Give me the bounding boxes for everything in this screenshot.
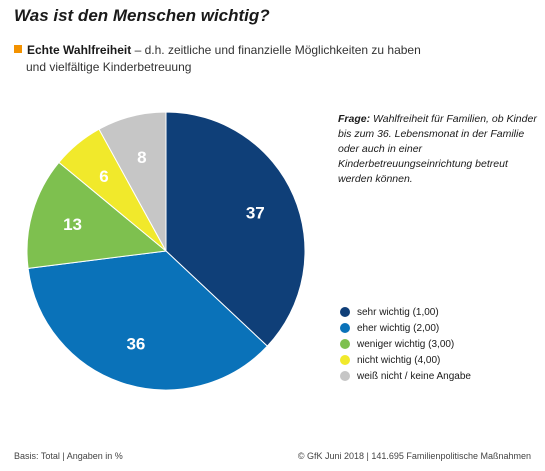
slice-value-sehr-wichtig: 37 bbox=[246, 203, 265, 222]
topic-description-line2: und vielfältige Kinderbetreuung bbox=[26, 60, 192, 74]
legend-item-sehr-wichtig: sehr wichtig (1,00) bbox=[340, 304, 471, 320]
chart-subtitle: Echte Wahlfreiheit – d.h. zeitliche und … bbox=[14, 42, 421, 76]
legend-label: weniger wichtig (3,00) bbox=[357, 338, 455, 350]
pie-slice-eher-wichtig bbox=[27, 250, 269, 391]
legend-item-eher-wichtig: eher wichtig (2,00) bbox=[340, 320, 471, 336]
footer-basis: Basis: Total | Angaben in % bbox=[14, 451, 123, 461]
legend-label: nicht wichtig (4,00) bbox=[357, 354, 441, 366]
pie-slice-weniger-wichtig bbox=[26, 161, 168, 269]
legend-swatch bbox=[340, 371, 350, 381]
legend-label: weiß nicht / keine Angabe bbox=[357, 370, 471, 382]
topic-label: Echte Wahlfreiheit bbox=[27, 43, 132, 57]
legend-label: eher wichtig (2,00) bbox=[357, 322, 440, 334]
legend-label: sehr wichtig (1,00) bbox=[357, 306, 439, 318]
slice-value-weniger-wichtig: 13 bbox=[63, 215, 82, 234]
pie-slices bbox=[26, 111, 306, 391]
question-label: Frage: bbox=[338, 113, 371, 125]
pie-slice-weiss-nicht bbox=[98, 111, 167, 252]
slice-value-eher-wichtig: 36 bbox=[126, 335, 145, 354]
slice-value-weiss-nicht: 8 bbox=[137, 148, 146, 167]
legend-swatch bbox=[340, 307, 350, 317]
slice-value-nicht-wichtig: 6 bbox=[99, 167, 108, 186]
chart-legend: sehr wichtig (1,00) eher wichtig (2,00) we… bbox=[340, 304, 471, 384]
legend-swatch bbox=[340, 355, 350, 365]
topic-description: – d.h. zeitliche und finanzielle Möglich… bbox=[134, 43, 421, 57]
question-body: Wahlfreiheit für Familien, ob Kinder bis… bbox=[338, 113, 537, 185]
pie-slice-labels: 37 36 13 6 8 bbox=[63, 148, 265, 354]
legend-swatch bbox=[340, 339, 350, 349]
legend-swatch bbox=[340, 323, 350, 333]
legend-item-weiss-nicht: weiß nicht / keine Angabe bbox=[340, 368, 471, 384]
pie-slice-sehr-wichtig bbox=[165, 111, 306, 347]
chart-title: Was ist den Menschen wichtig? bbox=[14, 6, 270, 25]
legend-item-weniger-wichtig: weniger wichtig (3,00) bbox=[340, 336, 471, 352]
orange-square-marker bbox=[14, 45, 22, 53]
footer-source: © GfK Juni 2018 | 141.695 Familienpoliti… bbox=[297, 451, 531, 461]
legend-item-nicht-wichtig: nicht wichtig (4,00) bbox=[340, 352, 471, 368]
question-text: Frage: Wahlfreiheit für Familien, ob Kin… bbox=[338, 112, 538, 187]
